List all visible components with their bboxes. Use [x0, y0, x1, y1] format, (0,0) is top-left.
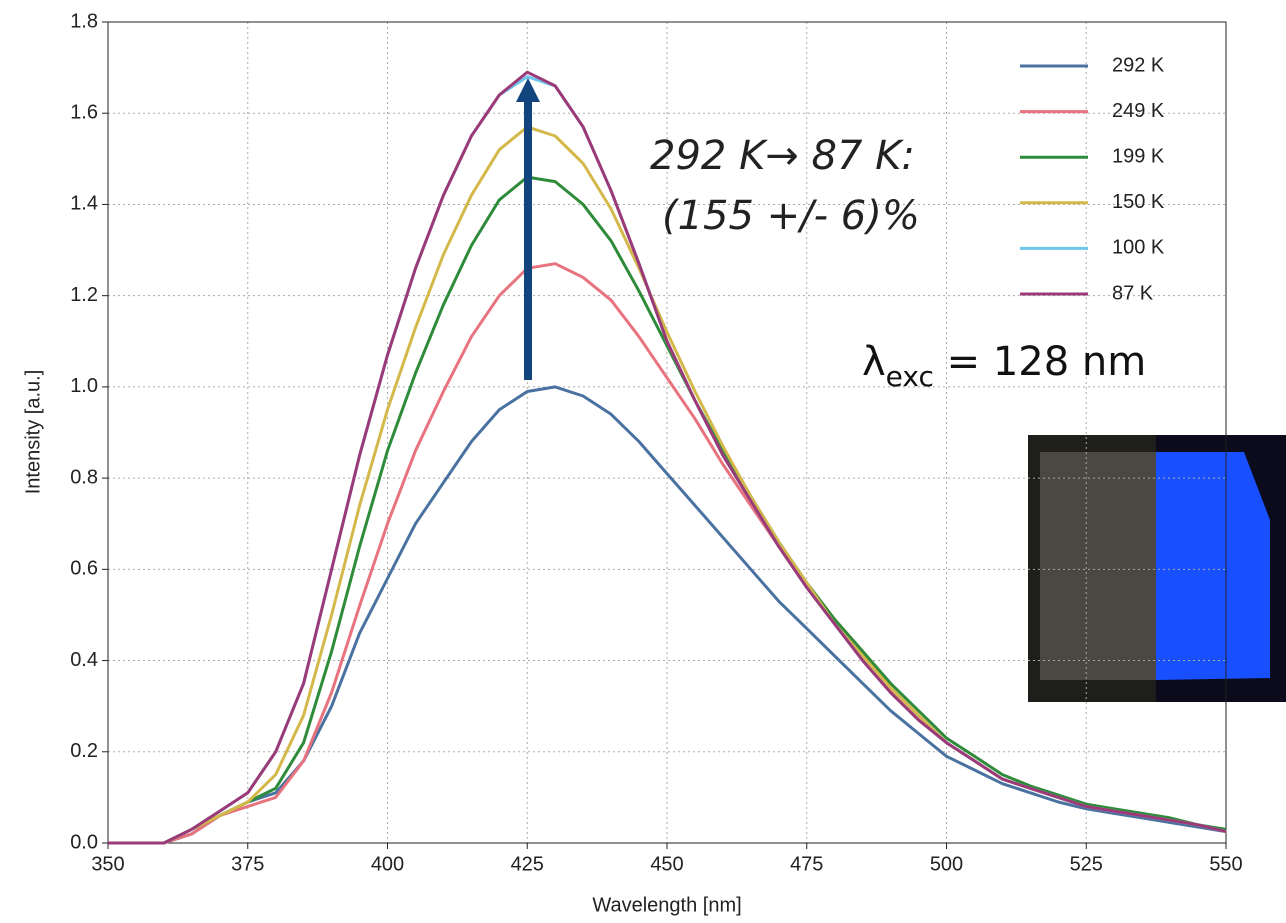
photo-sample-dark — [1040, 452, 1156, 680]
y-tick-label: 1.8 — [70, 10, 98, 32]
lambda-rest: = 128 nm — [934, 339, 1146, 385]
x-tick-label: 425 — [511, 853, 544, 875]
series-line — [108, 175, 1227, 845]
x-tick-label: 525 — [1070, 853, 1103, 875]
legend-label: 292 K — [1112, 54, 1165, 76]
y-axis-label: Intensity [a.u.] — [22, 370, 44, 495]
y-tick-label: 0.4 — [70, 649, 98, 671]
x-tick-label: 475 — [790, 853, 823, 875]
annotation-percent: (155 +/- 6)% — [662, 193, 920, 239]
x-tick-label: 550 — [1209, 853, 1242, 875]
legend-label: 100 K — [1112, 237, 1165, 259]
plot-frame — [107, 21, 1227, 844]
excitation-label: λexc = 128 nm — [862, 339, 1146, 393]
annotation-change: 292 K→ 87 K: — [650, 133, 915, 179]
x-tick-label: 350 — [91, 853, 124, 875]
x-tick-label: 375 — [231, 853, 264, 875]
sample-photo — [1028, 435, 1286, 702]
y-tick-label: 1.2 — [70, 284, 98, 306]
y-tick-label: 1.4 — [70, 193, 98, 215]
y-tick-label: 1.0 — [70, 375, 98, 397]
legend-label: 199 K — [1112, 145, 1165, 167]
legend-label: 87 K — [1112, 282, 1154, 304]
lambda: λ — [862, 339, 886, 385]
x-tick-label: 500 — [930, 853, 963, 875]
y-tick-label: 0.8 — [70, 466, 98, 488]
arrow-head — [516, 78, 540, 102]
y-tick-label: 1.6 — [70, 102, 98, 124]
x-tick-label: 450 — [650, 853, 683, 875]
plot-area: 350 375 400 425 450 475 500 525 550 0.0 0.2 0.4 0.6 0… — [70, 10, 1243, 875]
x-axis-label: Wavelength [nm] — [592, 894, 741, 916]
x-tick-label: 400 — [371, 853, 404, 875]
legend-label: 150 K — [1112, 191, 1165, 213]
photo-sample-glow — [1156, 452, 1270, 680]
lambda-sub: exc — [886, 360, 934, 393]
y-tick-label: 0.0 — [70, 831, 98, 853]
y-tick-label: 0.6 — [70, 558, 98, 580]
legend-label: 249 K — [1112, 100, 1165, 122]
y-tick-label: 0.2 — [70, 740, 98, 762]
series-line — [108, 70, 1227, 845]
